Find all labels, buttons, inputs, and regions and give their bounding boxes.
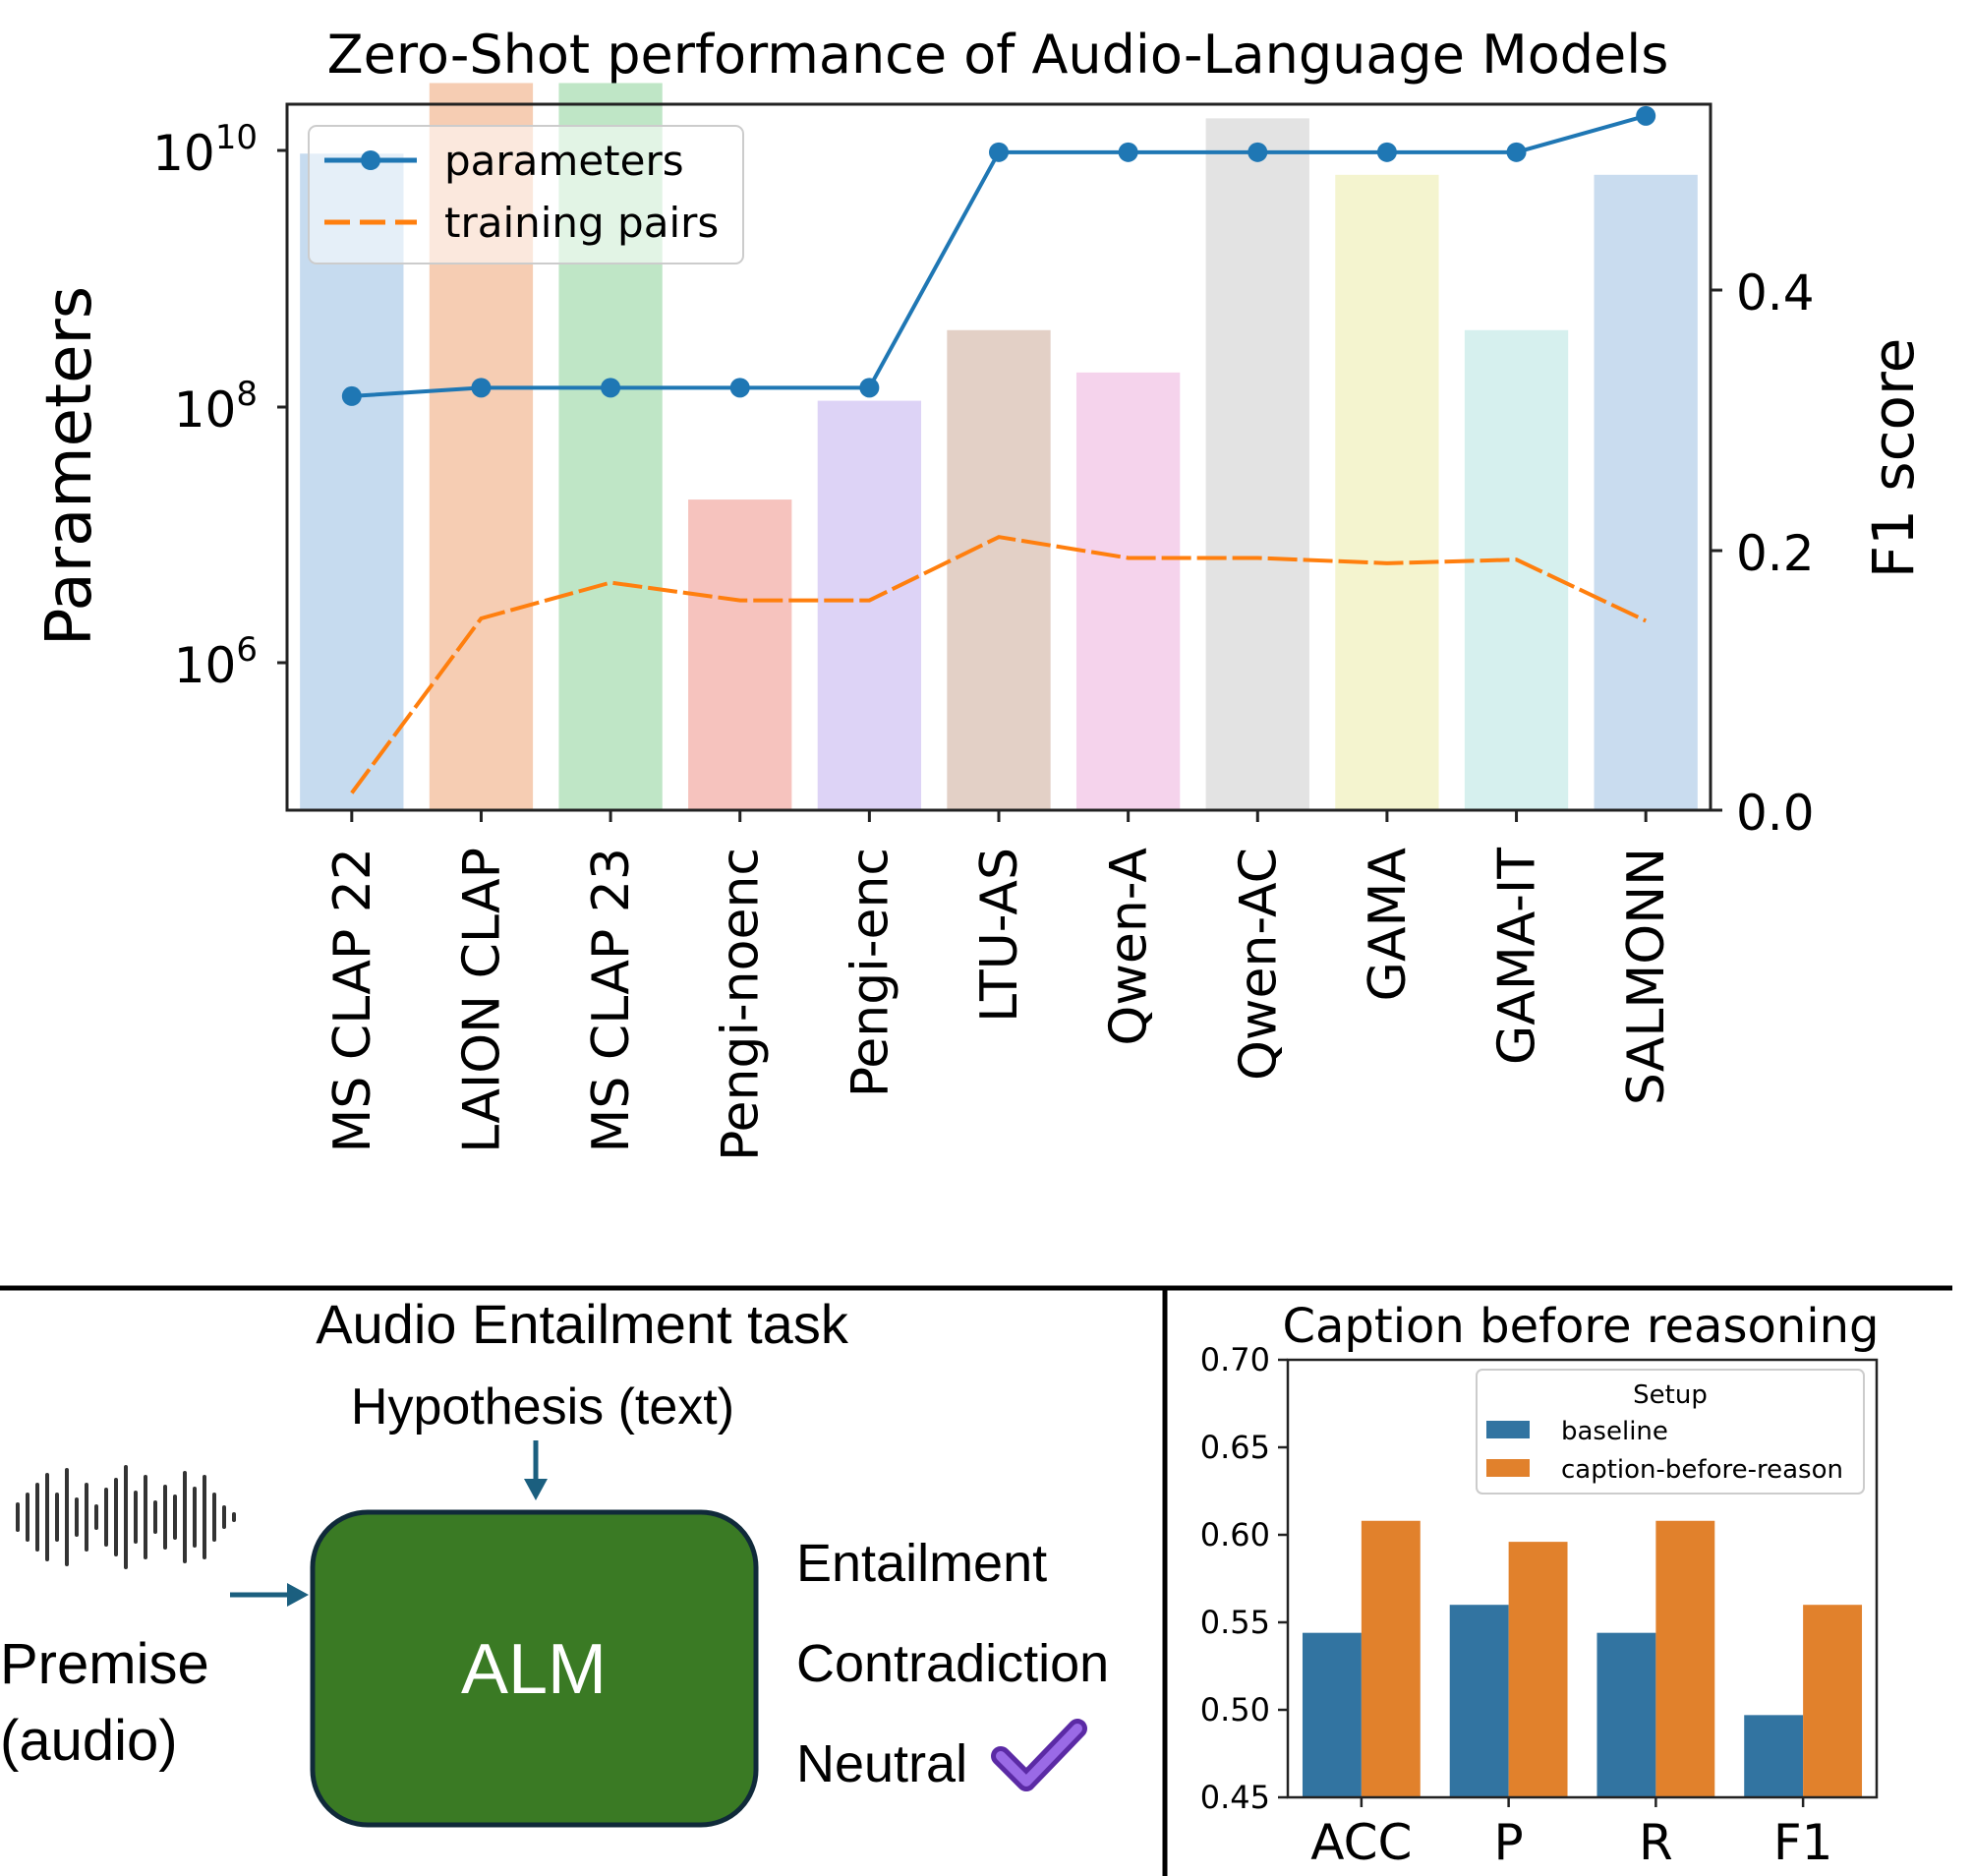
bar-baseline-acc (1302, 1632, 1362, 1797)
top-chart-legend: parameters training pairs (308, 125, 744, 264)
x-label-p: P (1494, 1814, 1524, 1871)
x-label-pengi-noenc: Pengi-noenc (712, 848, 771, 1161)
caption-chart-x-labels: ACC P R F1 (1310, 1797, 1832, 1871)
legend-baseline-label: baseline (1561, 1417, 1668, 1446)
x-label-gama-it: GAMA-IT (1488, 848, 1547, 1065)
bar-caption-before-reason-f1 (1803, 1605, 1863, 1797)
legend-training-pairs-label: training pairs (444, 199, 719, 247)
point-parameters-qwen-ac (1248, 142, 1268, 162)
x-label-gama: GAMA (1359, 848, 1418, 1002)
x-label-salmonn: SALMONN (1617, 848, 1676, 1105)
y-label-0-65: 0.65 (1200, 1429, 1270, 1466)
caption-chart-title: Caption before reasoning (1283, 1299, 1880, 1354)
point-parameters-ms-clap-22 (341, 385, 362, 406)
y-label-0-45: 0.45 (1200, 1779, 1270, 1816)
x-label-pengi-enc: Pengi-enc (841, 848, 899, 1097)
output-neutral: Neutral (796, 1734, 967, 1793)
top-chart-x-labels: MS CLAP 22 LAION CLAP MS CLAP 23 Pengi-noen… (323, 810, 1676, 1161)
checkmark-icon (991, 1719, 1087, 1791)
caption-chart-bars (1302, 1520, 1863, 1797)
legend-baseline-swatch (1486, 1421, 1530, 1438)
caption-chart-y-axis: 0.45 0.50 0.55 0.60 0.65 0.70 (1200, 1341, 1288, 1816)
x-label-ms-clap-23: MS CLAP 23 (582, 848, 641, 1153)
hypothesis-label: Hypothesis (text) (351, 1378, 734, 1436)
point-parameters-ms-clap-23 (601, 378, 621, 398)
bar-baseline-f1 (1744, 1715, 1804, 1797)
x-label-qwen-ac: Qwen-AC (1229, 848, 1288, 1081)
y-label-0-70: 0.70 (1200, 1341, 1270, 1378)
left-tick-1e10: 1010 (152, 118, 258, 182)
right-axis-label: F1 score (1860, 338, 1927, 579)
output-contradiction: Contradiction (796, 1634, 1109, 1693)
point-parameters-pengi-noenc (729, 378, 750, 398)
point-parameters-gama-it (1506, 142, 1527, 162)
f1-bar-gama-it (1464, 329, 1569, 810)
legend-caption-before-reason-label: caption-before-reason (1561, 1455, 1843, 1485)
top-chart-title: Zero-Shot performance of Audio-Language … (327, 24, 1669, 86)
point-parameters-pengi-enc (859, 378, 880, 398)
premise-arrow (230, 1583, 309, 1607)
legend-parameters-marker (361, 150, 380, 170)
point-parameters-laion-clap (471, 378, 492, 398)
f1-bar-pengi-enc (817, 400, 922, 810)
point-parameters-gama (1376, 142, 1397, 162)
legend-title: Setup (1633, 1380, 1708, 1410)
right-tick-0.0: 0.0 (1736, 785, 1815, 842)
bar-baseline-r (1596, 1632, 1656, 1797)
x-label-ms-clap-22: MS CLAP 22 (323, 848, 382, 1153)
f1-bar-salmonn (1594, 174, 1698, 811)
y-label-0-55: 0.55 (1200, 1604, 1270, 1641)
legend-parameters-label: parameters (444, 137, 684, 185)
entailment-title: Audio Entailment task (316, 1293, 849, 1355)
legend-caption-before-reason-swatch (1486, 1459, 1530, 1477)
caption-chart-legend: Setup baseline caption-before-reason (1476, 1369, 1865, 1495)
top-right-axis: 0.0 0.2 0.4 (1711, 264, 1815, 842)
x-label-acc: ACC (1310, 1814, 1412, 1871)
bar-caption-before-reason-r (1655, 1520, 1715, 1797)
line-training-pairs (350, 535, 1648, 794)
f1-bar-pengi-noenc (688, 499, 792, 810)
f1-bar-qwen-a (1075, 372, 1181, 810)
point-parameters-salmonn (1636, 105, 1656, 126)
left-tick-1e6: 106 (174, 630, 258, 694)
right-tick-0.2: 0.2 (1736, 525, 1815, 582)
alm-box (310, 1509, 759, 1828)
hypothesis-arrow (524, 1440, 548, 1500)
f1-bar-ltu-as (947, 329, 1051, 810)
caption-chart-frame (1286, 1358, 1879, 1799)
top-chart-lines (341, 105, 1656, 794)
x-label-f1: F1 (1773, 1814, 1833, 1871)
waveform-icon (16, 1465, 236, 1569)
left-axis-label: Parameters (33, 286, 106, 646)
x-label-ltu-as: LTU-AS (970, 848, 1029, 1023)
alm-label: ALM (461, 1630, 607, 1709)
f1-bar-qwen-ac (1205, 118, 1309, 811)
x-label-qwen-a: Qwen-A (1100, 848, 1159, 1046)
x-label-laion-clap: LAION CLAP (452, 848, 511, 1153)
premise-sub-label: (audio) (0, 1709, 178, 1773)
bar-caption-before-reason-p (1508, 1542, 1568, 1797)
left-tick-1e8: 108 (174, 375, 258, 439)
bar-caption-before-reason-acc (1361, 1520, 1421, 1797)
y-label-0-60: 0.60 (1200, 1516, 1270, 1554)
x-label-r: R (1639, 1814, 1673, 1871)
output-entailment: Entailment (796, 1534, 1047, 1593)
point-parameters-qwen-a (1118, 142, 1138, 162)
top-left-axis: 106 108 1010 (152, 118, 287, 694)
right-tick-0.4: 0.4 (1736, 264, 1815, 322)
premise-label: Premise (0, 1632, 209, 1696)
y-label-0-50: 0.50 (1200, 1691, 1270, 1729)
bar-baseline-p (1449, 1605, 1509, 1797)
f1-bar-gama (1335, 174, 1439, 811)
point-parameters-ltu-as (989, 142, 1009, 162)
